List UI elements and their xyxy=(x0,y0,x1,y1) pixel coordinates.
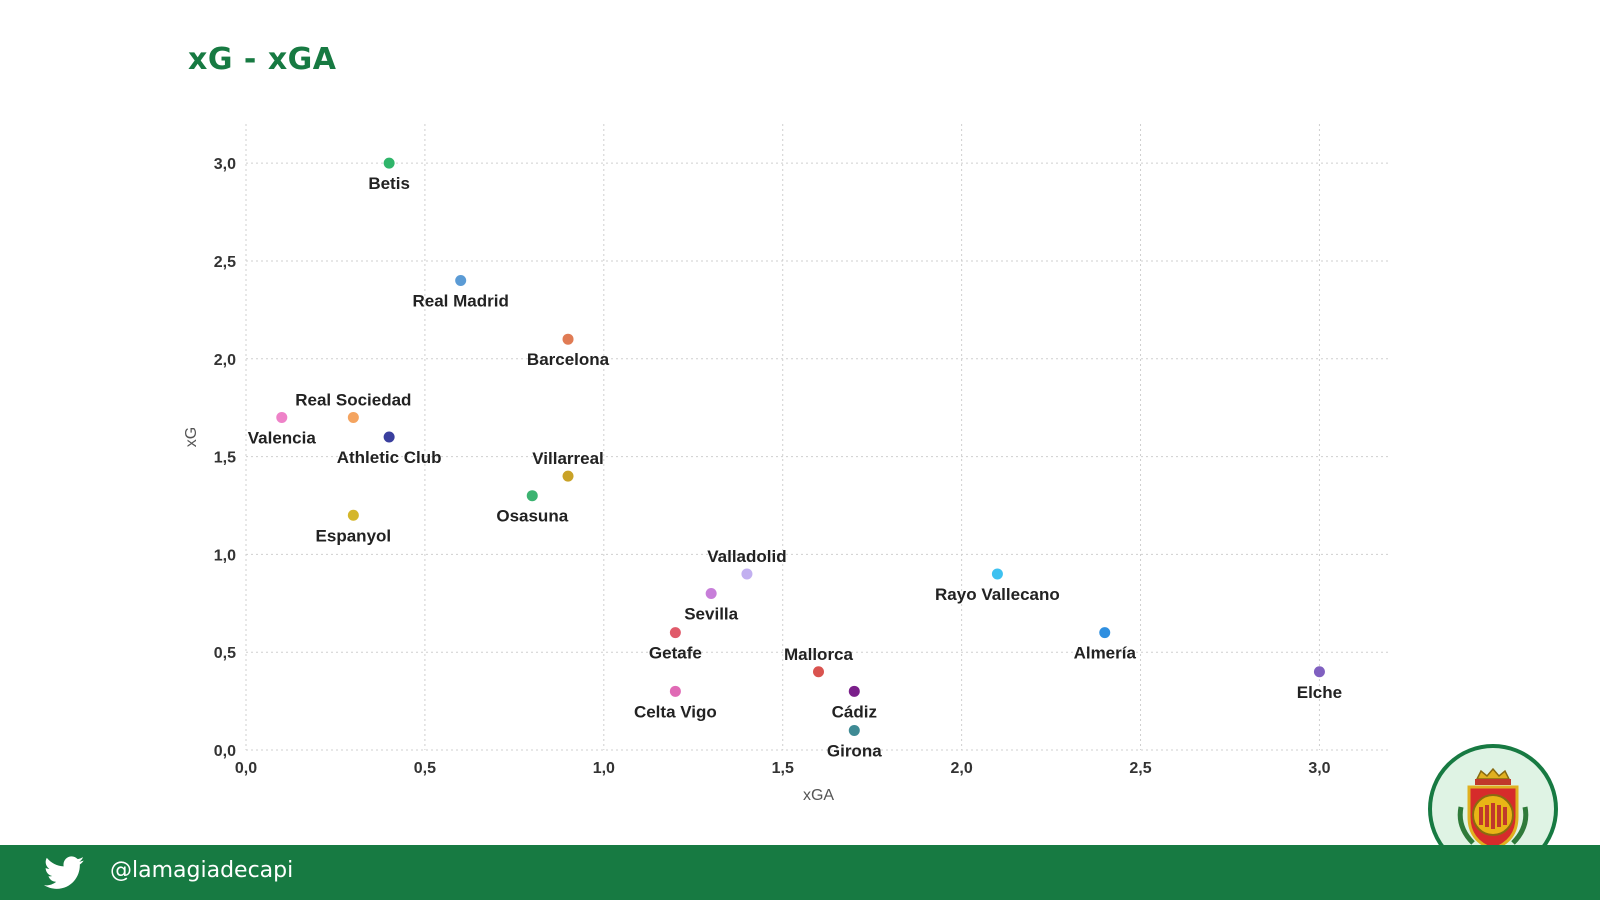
point-label: Getafe xyxy=(649,644,702,663)
data-point[interactable] xyxy=(347,509,359,521)
point-label: Real Madrid xyxy=(413,292,509,311)
point-label: Espanyol xyxy=(316,526,392,545)
data-point[interactable] xyxy=(669,627,681,639)
y-tick-label: 0,0 xyxy=(214,743,236,760)
data-point[interactable] xyxy=(813,666,824,678)
point-label: Mallorca xyxy=(784,645,854,664)
y-tick-label: 2,5 xyxy=(214,254,236,271)
data-point[interactable] xyxy=(347,411,359,423)
point-label: Valladolid xyxy=(707,547,786,566)
y-tick-label: 2,0 xyxy=(214,352,236,369)
point-label: Villarreal xyxy=(532,449,604,468)
data-point[interactable] xyxy=(991,568,1003,580)
data-point[interactable] xyxy=(383,431,395,443)
data-point[interactable] xyxy=(1099,627,1111,639)
x-tick-label: 3,0 xyxy=(1308,760,1330,777)
data-point[interactable] xyxy=(562,470,574,482)
rcd-mallorca-crest-icon xyxy=(1457,767,1529,851)
point-label: Rayo Vallecano xyxy=(935,585,1060,604)
y-tick-label: 0,5 xyxy=(214,645,236,662)
y-tick-label: 1,0 xyxy=(214,547,236,564)
point-label: Valencia xyxy=(248,428,317,447)
point-label: Barcelona xyxy=(527,350,610,369)
point-label: Almería xyxy=(1074,644,1137,663)
data-points: Betis Real Madrid Barcelona Real Sociedad Va… xyxy=(248,157,1342,760)
twitter-bird-icon[interactable] xyxy=(44,856,84,890)
x-tick-label: 1,0 xyxy=(593,760,615,777)
data-point[interactable] xyxy=(383,157,395,169)
point-label: Sevilla xyxy=(684,605,738,624)
point-label: Celta Vigo xyxy=(634,702,717,721)
x-tick-label: 0,0 xyxy=(235,760,257,777)
data-point[interactable] xyxy=(669,685,681,697)
x-axis-ticks: 0,0 0,5 1,0 1,5 2,0 2,5 3,0 xyxy=(235,760,1331,777)
y-tick-label: 3,0 xyxy=(214,156,236,173)
x-tick-label: 1,5 xyxy=(772,760,794,777)
page-title: xG - xGA xyxy=(188,42,337,77)
y-axis-ticks: 0,0 0,5 1,0 1,5 2,0 2,5 3,0 xyxy=(214,156,236,760)
data-point[interactable] xyxy=(562,333,574,345)
point-label: Elche xyxy=(1297,683,1342,702)
point-label: Betis xyxy=(368,174,410,193)
x-tick-label: 2,0 xyxy=(951,760,973,777)
data-point[interactable] xyxy=(848,724,860,736)
x-tick-label: 0,5 xyxy=(414,760,436,777)
data-point[interactable] xyxy=(526,490,538,502)
point-label: Real Sociedad xyxy=(295,390,411,409)
point-label: Osasuna xyxy=(496,507,568,526)
point-label: Athletic Club xyxy=(337,448,442,467)
data-point[interactable] xyxy=(276,411,288,423)
data-point[interactable] xyxy=(741,568,753,580)
x-axis-label: xGA xyxy=(803,787,834,804)
data-point[interactable] xyxy=(848,685,860,697)
data-point[interactable] xyxy=(455,275,467,286)
point-label: Girona xyxy=(827,741,882,760)
y-axis-label: xG xyxy=(183,427,200,447)
point-label: Cádiz xyxy=(832,702,877,721)
footer-bar: @lamagiadecapi xyxy=(0,845,1600,900)
x-tick-label: 2,5 xyxy=(1129,760,1151,777)
y-tick-label: 1,5 xyxy=(214,450,236,467)
xg-xga-scatter-chart: 0,0 0,5 1,0 1,5 2,0 2,5 3,0 0,0 0,5 1,0 1,5 2,0 2,5… xyxy=(183,124,1391,804)
twitter-handle[interactable]: @lamagiadecapi xyxy=(110,858,294,883)
data-point[interactable] xyxy=(705,588,717,599)
data-point[interactable] xyxy=(1313,666,1325,678)
chart-grid xyxy=(245,124,1391,751)
